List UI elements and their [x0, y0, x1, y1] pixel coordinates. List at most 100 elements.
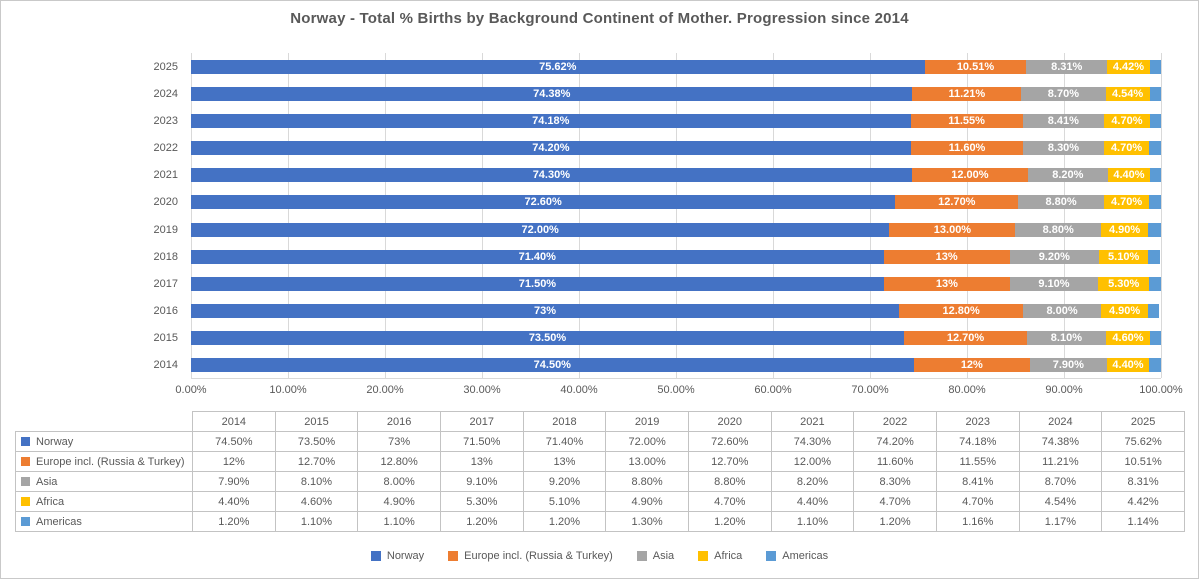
bar-segment-africa: 4.54%: [1105, 86, 1150, 101]
bar-segment-norway: 74.18%: [191, 113, 911, 128]
bar-data-label: 9.10%: [1038, 277, 1070, 290]
bar-segment-europe-incl-russia-turkey: 12.00%: [911, 168, 1029, 183]
table-year-header: 2021: [770, 411, 855, 432]
table-cell: 4.60%: [274, 491, 359, 512]
y-axis-category-label: 2023: [153, 114, 178, 127]
bar-row-2021: 74.30% 12.00% 8.20% 4.40%: [191, 168, 1161, 183]
table-year-header: 2015: [274, 411, 359, 432]
table-cell: 1.16%: [935, 511, 1020, 532]
bar-data-label: 4.70%: [1110, 196, 1143, 209]
bar-data-label: 74.50%: [533, 359, 571, 372]
table-cell: 12.70%: [687, 451, 772, 472]
y-axis-category-label: 2014: [153, 359, 178, 372]
bar-row-2022: 74.20% 11.60% 8.30% 4.70%: [191, 141, 1161, 156]
x-axis-tick-label: 70.00%: [851, 384, 889, 396]
bar-data-label: 72.60%: [524, 196, 562, 209]
table-cell: 4.90%: [605, 491, 689, 512]
table-cell: 12.70%: [274, 451, 359, 472]
table-corner-cell: [16, 412, 193, 432]
bar-segment-europe-incl-russia-turkey: 11.55%: [910, 113, 1023, 128]
bar-data-label: 11.60%: [948, 142, 986, 155]
table-cell: 8.41%: [935, 471, 1020, 492]
x-axis-tick-label: 40.00%: [560, 384, 598, 396]
bar-segment-norway: 73.50%: [191, 331, 904, 346]
bar-data-label: 74.30%: [532, 169, 570, 182]
bar-segment-europe-incl-russia-turkey: 10.51%: [924, 59, 1027, 74]
bar-data-label: 74.20%: [532, 142, 570, 155]
table-year-header: 2025: [1101, 411, 1185, 432]
table-cell: 1.20%: [439, 511, 524, 532]
bar-data-label: 73%: [534, 305, 557, 318]
table-cell: 75.62%: [1101, 431, 1185, 452]
table-cell: 8.80%: [687, 471, 772, 492]
series-color-swatch-icon: [21, 516, 30, 526]
table-cell: 8.10%: [274, 471, 359, 492]
bar-row-2025: 75.62% 10.51% 8.31% 4.42%: [191, 59, 1161, 74]
table-cell: 74.18%: [935, 431, 1020, 452]
x-axis: 0.00% 10.00% 20.00% 30.00% 40.00% 50.00% 60.00…: [175, 384, 1182, 398]
table-cell: 1.17%: [1018, 511, 1103, 532]
table-cell: 1.20%: [192, 511, 276, 532]
bar-segment-europe-incl-russia-turkey: 12.80%: [899, 304, 1024, 319]
bar-segment-asia: 8.80%: [1015, 222, 1101, 237]
bar-data-label: 13.00%: [933, 223, 972, 236]
table-cell: 73%: [357, 431, 441, 452]
y-axis-category-label: 2021: [153, 169, 178, 182]
bar-segment-americas: [1149, 276, 1161, 291]
bar-segment-americas: [1149, 59, 1161, 74]
bar-segment-americas: [1149, 358, 1161, 373]
gridline: [1063, 53, 1065, 378]
bar-segment-asia: 8.31%: [1026, 59, 1108, 74]
table-row-europe-incl-russia-turkey: Europe incl. (Russia & Turkey) 12% 12.70% 1…: [15, 451, 1185, 472]
y-axis-category-label: 2019: [153, 223, 178, 236]
y-axis: 2025 2024 2023 2022 2021 2020 2019 2018 2017 2016…: [1, 53, 185, 379]
bar-segment-norway: 71.40%: [191, 249, 884, 264]
bar-segment-norway: 74.38%: [191, 86, 913, 101]
bar-row-2019: 72.00% 13.00% 8.80% 4.90%: [191, 222, 1161, 237]
table-cell: 72.60%: [687, 431, 772, 452]
legend-item-asia: Asia: [636, 550, 674, 562]
bar-row-2023: 74.18% 11.55% 8.41% 4.70%: [191, 113, 1161, 128]
bar-segment-europe-incl-russia-turkey: 12%: [913, 358, 1031, 373]
bar-segment-europe-incl-russia-turkey: 11.60%: [910, 141, 1024, 156]
bar-segment-americas: [1150, 168, 1161, 183]
bar-segment-africa: 5.30%: [1098, 276, 1150, 291]
legend-item-americas: Americas: [766, 550, 828, 562]
legend-item-africa: Africa: [698, 550, 742, 562]
bar-data-label: 8.10%: [1050, 332, 1082, 345]
bar-segment-africa: 4.70%: [1103, 141, 1150, 156]
legend-color-swatch-icon: [766, 551, 777, 561]
bar-data-label: 8.20%: [1052, 169, 1084, 182]
bar-segment-asia: 8.80%: [1018, 195, 1104, 210]
bar-data-label: 8.80%: [1042, 223, 1074, 236]
table-cell: 74.20%: [853, 431, 937, 452]
table-cell: 8.70%: [1018, 471, 1103, 492]
bar-segment-asia: 9.20%: [1009, 249, 1099, 264]
bar-segment-americas: [1149, 113, 1161, 128]
bar-segment-asia: 7.90%: [1030, 358, 1107, 373]
gridline: [481, 53, 483, 378]
table-cell: 74.30%: [770, 431, 855, 452]
bar-data-label: 8.70%: [1047, 87, 1079, 100]
table-year-header: 2024: [1018, 411, 1103, 432]
table-cell: 4.70%: [935, 491, 1020, 512]
bar-segment-americas: [1149, 86, 1161, 101]
bar-data-label: 4.90%: [1109, 223, 1141, 236]
bar-data-label: 4.90%: [1109, 305, 1141, 318]
bar-segment-europe-incl-russia-turkey: 13.00%: [889, 222, 1016, 237]
bar-segment-americas: [1150, 331, 1161, 346]
bar-data-label: 73.50%: [528, 332, 567, 345]
table-row-label: Americas: [15, 511, 193, 532]
table-header-row: 2014 2015 2016 2017 2018 2019 2020 2021 2022 2023…: [16, 411, 1185, 432]
series-color-swatch-icon: [21, 456, 30, 466]
bar-segment-norway: 74.20%: [191, 141, 911, 156]
table-cell: 71.40%: [522, 431, 607, 452]
bar-segment-africa: 4.90%: [1100, 222, 1149, 237]
bar-segment-asia: 8.00%: [1023, 304, 1101, 319]
table-cell: 13%: [522, 451, 607, 472]
table-cell: 4.42%: [1101, 491, 1185, 512]
table-cell: 8.80%: [605, 471, 689, 492]
table-year-header: 2014: [192, 411, 276, 432]
bar-data-label: 8.00%: [1046, 305, 1078, 318]
bar-data-label: 12.00%: [951, 169, 989, 182]
